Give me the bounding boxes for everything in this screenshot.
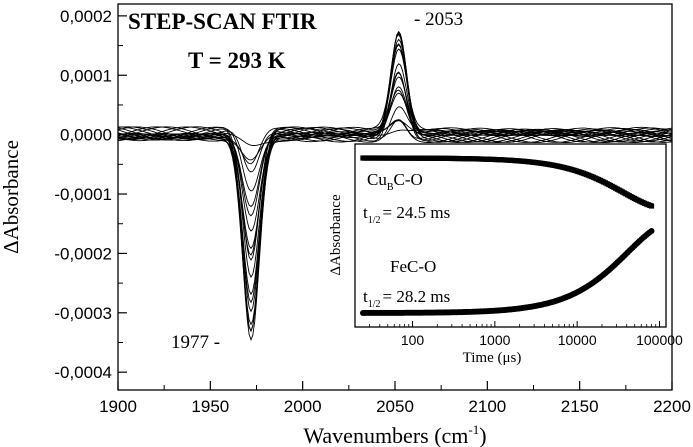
x-tick-label: 1900 — [99, 397, 137, 416]
main-spectra-group — [117, 30, 673, 341]
fec-co-half-life: t1/2 = 28.2 ms — [363, 287, 450, 310]
spectrum-line — [117, 106, 673, 192]
y-tick-label: -0,0004 — [54, 363, 112, 382]
y-tick-label: 0,0001 — [60, 66, 112, 85]
fec-co-series-label: FeC-O — [390, 257, 436, 276]
x-tick-label: 2150 — [561, 397, 599, 416]
inset-x-tick-label: 1000 — [479, 332, 510, 348]
main-y-axis: 0,0002 0,0001 0,0000 -0,0001 -0,0002 -0,0003 -… — [54, 7, 127, 382]
cub-half-life-value: = 24.5 ms — [383, 203, 451, 222]
inset-x-axis-label-mu: μ — [502, 350, 510, 366]
spectrum-line — [117, 71, 673, 256]
chart-title: STEP-SCAN FTIR — [128, 9, 317, 34]
cub-label-subscript: B — [387, 182, 394, 193]
spectrum-line — [117, 38, 673, 326]
main-x-axis-label: Wavenumbers (cm-1) — [303, 422, 486, 447]
y-tick-label: 0,0000 — [60, 126, 112, 145]
main-chart: 1900 1950 2000 2050 2100 2150 2200 0,00020,000… — [0, 3, 691, 447]
main-x-axis-label-superscript: -1 — [468, 422, 479, 437]
cub-co-half-life: t1/2 = 24.5 ms — [363, 203, 450, 226]
inset-chart: 100 1000 10000 100000 ΔAbsorbance Time (μs)… — [328, 143, 683, 366]
inset-x-tick-label: 100000 — [636, 332, 683, 348]
y-tick-label: 0,0002 — [60, 7, 112, 26]
inset-x-tick-label: 100 — [401, 332, 425, 348]
y-tick-label: -0,0001 — [54, 185, 112, 204]
spectrum-line — [117, 119, 673, 165]
inset-y-axis-label: ΔAbsorbance — [328, 194, 344, 276]
cub-co-marker — [648, 203, 655, 209]
x-tick-label: 2200 — [653, 397, 691, 416]
cub-half-life-subscript: 1/2 — [368, 215, 381, 226]
inset-x-tick-label: 10000 — [558, 332, 597, 348]
fec-co-marker — [648, 228, 655, 234]
main-x-axis-label-close: ) — [479, 423, 486, 447]
spectrum-line — [117, 48, 673, 296]
cub-label-end: C-O — [394, 170, 423, 189]
inset-x-axis: 100 1000 10000 100000 — [354, 321, 683, 348]
peak-annotation-1977: 1977 - — [171, 332, 220, 353]
inset-background — [355, 144, 666, 327]
inset-plot-frame — [354, 143, 667, 328]
cub-co-series-label: CuBC-O — [367, 170, 423, 193]
inset-x-axis-label: Time (μs) — [463, 350, 522, 366]
y-tick-label: -0,0002 — [54, 244, 112, 263]
fec-half-life-value: = 28.2 ms — [383, 287, 451, 306]
x-tick-label: 1950 — [191, 397, 229, 416]
x-tick-label: 2050 — [376, 397, 414, 416]
inset-markers-group — [359, 155, 655, 316]
spectrum-line — [117, 86, 673, 232]
inset-x-axis-label-main: Time ( — [463, 350, 503, 366]
y-tick-label: -0,0003 — [54, 304, 112, 323]
main-y-axis-label: ΔAbsorbance — [0, 140, 23, 254]
spectrum-line — [117, 72, 673, 261]
inset-x-axis-label-end: s) — [511, 350, 522, 366]
spectrum-line — [117, 126, 673, 146]
x-tick-label: 2000 — [284, 397, 322, 416]
peak-annotation-2053: - 2053 — [414, 9, 463, 30]
chart-subtitle: T = 293 K — [188, 48, 286, 73]
spectrum-line — [117, 30, 673, 341]
fec-half-life-subscript: 1/2 — [368, 299, 381, 310]
main-x-axis: 1900 1950 2000 2050 2100 2150 2200 — [99, 381, 691, 416]
cub-label-main: Cu — [367, 170, 387, 189]
x-tick-label: 2100 — [468, 397, 506, 416]
main-x-axis-label-main: Wavenumbers (cm — [303, 423, 468, 447]
